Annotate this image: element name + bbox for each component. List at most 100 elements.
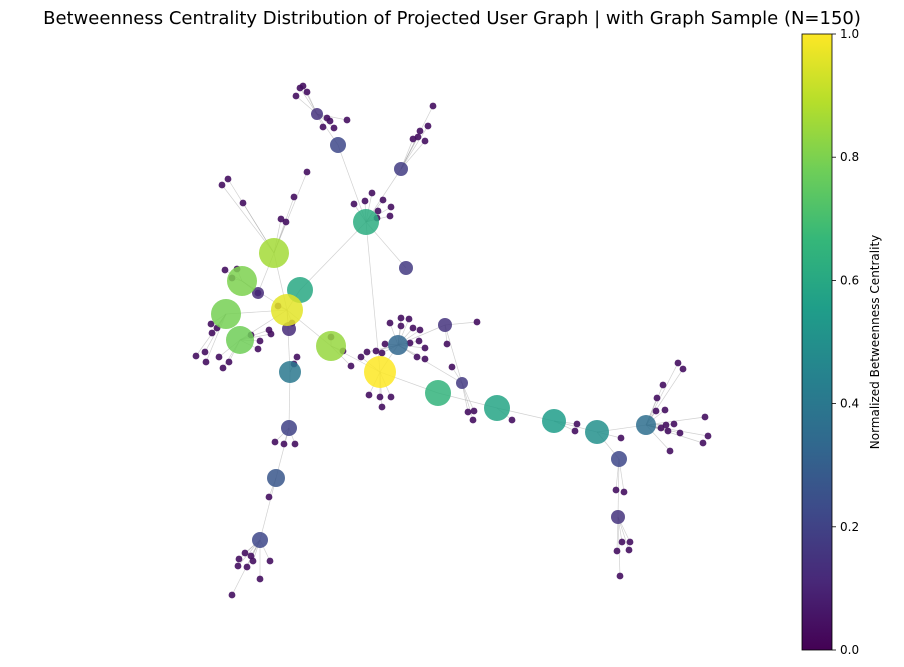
leaf-node <box>421 137 429 145</box>
leaf-node <box>406 339 414 347</box>
leaf-node <box>415 337 423 345</box>
hub-node <box>611 510 625 524</box>
hub-node <box>585 420 609 444</box>
leaf-node <box>416 326 424 334</box>
leaf-node <box>409 135 417 143</box>
leaf-node <box>397 314 405 322</box>
hub-node <box>484 395 510 421</box>
leaf-node <box>612 486 620 494</box>
leaf-node <box>374 207 382 215</box>
hub-node <box>259 238 289 268</box>
hub-node <box>542 409 566 433</box>
leaf-node <box>249 557 257 565</box>
hub-node <box>211 299 241 329</box>
leaf-node <box>224 175 232 183</box>
leaf-node <box>386 212 394 220</box>
leaf-node <box>616 572 624 580</box>
colorbar-tick-label: 0.4 <box>840 397 859 411</box>
colorbar-gradient <box>801 33 833 651</box>
leaf-node <box>443 340 451 348</box>
leaf-node <box>405 315 413 323</box>
leaf-node <box>282 218 290 226</box>
leaf-node <box>243 563 251 571</box>
leaf-node <box>207 320 215 328</box>
edge-layer <box>195 85 709 596</box>
leaf-node <box>413 353 421 361</box>
leaf-node <box>617 434 625 442</box>
leaf-node <box>676 429 684 437</box>
leaf-node <box>573 420 581 428</box>
leaf-node <box>254 345 262 353</box>
leaf-node <box>379 196 387 204</box>
leaf-node <box>192 352 200 360</box>
leaf-node <box>387 203 395 211</box>
leaf-node <box>674 359 682 367</box>
leaf-node <box>416 127 424 135</box>
leaf-node <box>219 364 227 372</box>
leaf-node <box>267 330 275 338</box>
leaf-node <box>266 557 274 565</box>
leaf-node <box>470 407 478 415</box>
colorbar-tick-label: 0.8 <box>840 150 859 164</box>
colorbar-tick-label: 0.0 <box>840 643 859 657</box>
colorbar-label: Normalized Betweenness Centrality <box>868 235 882 450</box>
leaf-node <box>424 122 432 130</box>
leaf-node <box>303 88 311 96</box>
leaf-node <box>421 355 429 363</box>
hub-node <box>271 294 303 326</box>
leaf-node <box>241 549 249 557</box>
hub-node <box>611 451 627 467</box>
leaf-node <box>464 408 472 416</box>
leaf-node <box>363 348 371 356</box>
leaf-node <box>290 193 298 201</box>
hub-node <box>267 469 285 487</box>
leaf-node <box>666 447 674 455</box>
leaf-node <box>381 340 389 348</box>
leaf-node <box>571 427 579 435</box>
leaf-node <box>221 266 229 274</box>
leaf-node <box>368 189 376 197</box>
leaf-node <box>659 381 667 389</box>
hub-node <box>316 331 346 361</box>
colorbar-ticks: 0.0 0.2 0.4 0.6 0.8 1.0 <box>832 27 859 657</box>
hub-node <box>311 108 323 120</box>
leaf-node <box>292 92 300 100</box>
hub-node <box>279 361 301 383</box>
leaf-node <box>679 365 687 373</box>
hub-node <box>252 532 268 548</box>
leaf-node <box>303 168 311 176</box>
leaf-node <box>376 393 384 401</box>
leaf-node <box>235 555 243 563</box>
graph-edge <box>645 368 684 426</box>
hub-node <box>425 380 451 406</box>
leaf-node <box>626 538 634 546</box>
hub-node <box>252 287 264 299</box>
chart-title: Betweenness Centrality Distribution of P… <box>43 8 861 29</box>
leaf-node <box>657 424 665 432</box>
hub-node <box>226 326 254 354</box>
hub-node <box>353 209 379 235</box>
leaf-node <box>620 488 628 496</box>
graph-edge <box>400 125 429 170</box>
leaf-node <box>208 329 216 337</box>
leaf-node <box>347 362 355 370</box>
leaf-node <box>664 427 672 435</box>
graph-edge <box>337 144 367 223</box>
graph-edge <box>645 362 679 426</box>
graph-edge <box>444 324 463 384</box>
leaf-node <box>670 420 678 428</box>
leaf-node <box>350 200 358 208</box>
hub-node <box>636 415 656 435</box>
leaf-node <box>343 116 351 124</box>
leaf-node <box>429 102 437 110</box>
hub-node <box>456 377 468 389</box>
leaf-node <box>215 353 223 361</box>
hub-node <box>394 162 408 176</box>
leaf-node <box>357 353 365 361</box>
leaf-node <box>704 432 712 440</box>
leaf-node <box>218 181 226 189</box>
leaf-node <box>365 391 373 399</box>
leaf-node <box>319 123 327 131</box>
leaf-node <box>265 493 273 501</box>
